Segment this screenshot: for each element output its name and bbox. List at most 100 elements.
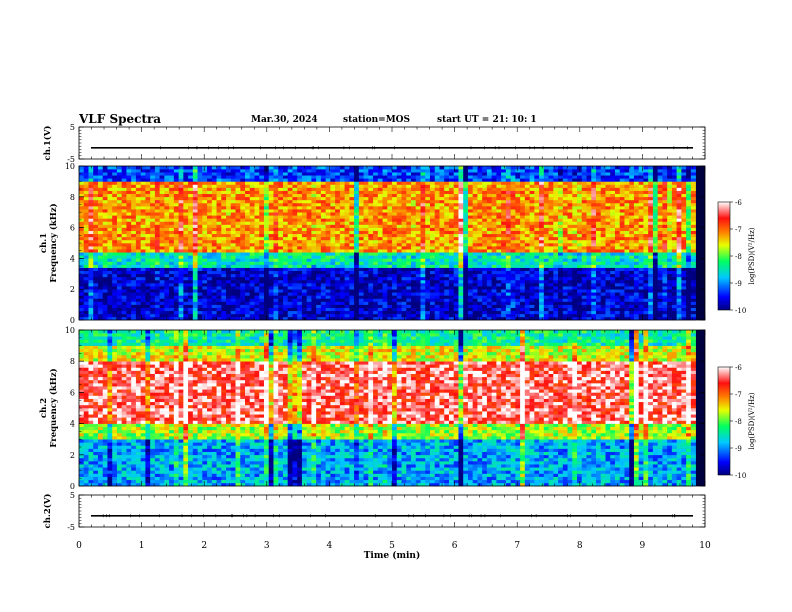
spectrogram-cell (486, 264, 492, 268)
spectrogram-cell (363, 190, 369, 195)
spectrogram-cell (102, 212, 108, 216)
spectrogram-cell (83, 218, 89, 222)
spectrogram-cell (278, 249, 284, 253)
spectrogram-cell (263, 215, 270, 219)
spectrogram-cell (354, 249, 360, 253)
spectrogram-cell (401, 190, 407, 195)
spectrogram-cell (439, 243, 445, 247)
spectrogram-cell (268, 301, 274, 305)
spectrogram-cell (131, 184, 137, 188)
spectrogram-cell (173, 184, 179, 188)
spectrogram-cell (344, 316, 350, 321)
spectrogram-cell (183, 202, 189, 207)
spectrogram-cell (467, 283, 473, 287)
spectrogram-cell (83, 236, 89, 241)
spectrogram-cell (292, 286, 298, 290)
spectrogram-cell (169, 301, 175, 305)
spectrogram-cell (354, 218, 360, 222)
spectrogram-cell (358, 190, 364, 195)
spectrogram-cell (301, 230, 307, 235)
spectrogram-cell (278, 230, 284, 235)
spectrogram-cell (339, 199, 345, 204)
spectrogram-cell (491, 215, 497, 219)
spectrogram-cell (240, 212, 246, 216)
spectrogram-cell (297, 304, 303, 308)
spectrogram-cell (145, 212, 151, 216)
spectrogram-cell (202, 255, 208, 259)
spectrogram-cell (325, 236, 331, 241)
spectrogram-cell (382, 243, 388, 247)
spectrogram-cell (524, 316, 530, 321)
spectrogram-cell (126, 313, 132, 318)
spectrogram-cell (150, 316, 156, 321)
spectrogram-cell (453, 301, 459, 305)
spectrogram-cell (392, 316, 398, 321)
spectrogram-cell (126, 227, 132, 231)
spectrogram-cell (306, 181, 312, 185)
spectrogram-cell (192, 230, 198, 235)
spectrogram-cell (97, 196, 104, 201)
spectrogram-cell (226, 249, 232, 253)
spectrogram-cell (102, 252, 108, 256)
spectrogram-cell (273, 199, 279, 204)
spectrogram-cell (387, 246, 393, 250)
spectrogram-cell (439, 273, 445, 278)
spectrogram-cell (354, 230, 360, 235)
spectrogram-cell (363, 230, 369, 235)
spectrogram-cell (434, 196, 440, 201)
spectrogram-cell (145, 221, 151, 225)
spectrogram-cell (207, 313, 213, 318)
spectrogram-cell (263, 258, 270, 262)
spectrogram-cell (458, 264, 464, 268)
spectrogram-cell (188, 227, 194, 231)
spectrogram-cell (169, 264, 175, 268)
spectrogram-cell (263, 172, 270, 176)
spectrogram-cell (159, 270, 165, 275)
spectrogram-cell (316, 286, 322, 290)
spectrogram-cell (140, 261, 146, 265)
spectrogram-cell (444, 252, 450, 256)
spectrogram-cell (273, 252, 279, 256)
spectrogram-cell (420, 193, 426, 198)
spectrogram-cell (230, 289, 236, 293)
spectrogram-cell (135, 166, 141, 170)
spectrogram-cell (249, 166, 255, 170)
spectrogram-cell (501, 172, 507, 176)
spectrogram-cell (216, 169, 222, 173)
spectrogram-cell (154, 286, 160, 290)
spectrogram-cell (145, 190, 151, 195)
spectrogram-cell (330, 196, 336, 201)
spectrogram-cell (154, 199, 160, 204)
spectrogram-cell (150, 184, 156, 188)
spectrogram-cell (135, 193, 141, 198)
spectrogram-cell (192, 233, 198, 238)
spectrogram-cell (154, 316, 160, 321)
spectrogram-cell (368, 249, 374, 253)
spectrogram-cell (135, 206, 141, 210)
spectrogram-cell (349, 298, 355, 302)
spectrogram-cell (164, 172, 170, 176)
spectrogram-cell (524, 289, 530, 293)
spectrogram-cell (268, 221, 274, 225)
spectrogram-cell (467, 206, 473, 210)
spectrogram-cell (501, 292, 507, 296)
spectrogram-cell (486, 202, 492, 207)
spectrogram-cell (301, 279, 307, 284)
spectrogram-cell (344, 227, 350, 231)
spectrogram-cell (458, 261, 464, 265)
spectrogram-cell (439, 310, 445, 315)
spectrogram-cell (159, 212, 165, 216)
spectrogram-cell (216, 218, 222, 222)
spectrogram-cell (491, 255, 497, 259)
spectrogram-cell (392, 184, 398, 188)
spectrogram-cell (396, 289, 402, 293)
spectrogram-cell (245, 224, 251, 228)
spectrogram-cell (330, 301, 336, 305)
spectrogram-cell (192, 227, 198, 231)
spectrogram-cell (377, 221, 383, 225)
spectrogram-cell (344, 258, 350, 262)
spectrogram-cell (387, 218, 393, 222)
spectrogram-cell (491, 169, 497, 173)
spectrogram-cell (263, 184, 270, 188)
spectrogram-cell (411, 243, 417, 247)
